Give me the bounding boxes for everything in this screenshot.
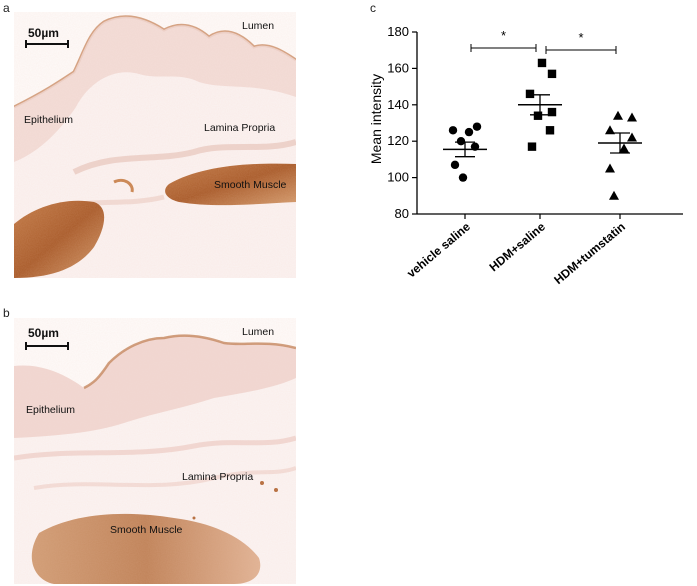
scalebar-a-cap-left [25,40,27,48]
x-tick-label-0: vehicle saline [404,219,473,280]
x-tick-label-1: HDM+saline [487,219,549,274]
y-tick-label-140: 140 [387,97,409,112]
chart-axes: 80 100 120 140 160 180 vehicle saline HDM+salin… [387,24,683,287]
scalebar-b-label: 50µm [28,326,59,340]
point-2-4 [619,143,629,153]
label-b-lamina-propria: Lamina Propria [182,471,254,483]
point-2-3 [627,132,637,142]
point-2-2 [605,125,615,135]
point-2-6 [609,190,619,200]
point-1-4 [533,111,543,120]
label-a-epithelium: Epithelium [24,114,74,126]
micrograph-a-image [14,12,296,278]
scalebar-b-cap-right [67,342,69,350]
point-1-0 [537,58,547,68]
panel-letter-b: b [3,306,10,320]
mean-intensity-chart: 80 100 120 140 160 180 vehicle saline HDM+salin… [368,24,683,287]
x-tick-label-2: HDM+tumstatin [551,220,628,288]
sig-star-1: * [578,30,583,45]
point-1-1 [547,69,557,79]
point-2-5 [605,163,615,173]
y-tick-label-180: 180 [387,24,409,39]
label-a-lamina-propria: Lamina Propria [204,122,276,134]
label-b-lumen: Lumen [242,326,275,338]
y-tick-label-80: 80 [395,206,409,221]
point-0-6 [458,173,468,182]
point-0-3 [456,137,466,146]
point-0-2 [464,127,474,137]
point-1-5 [545,126,555,135]
micrograph-a: 50µm Lumen Epithelium Lamina Propria Smo… [14,12,296,278]
y-tick-label-160: 160 [387,60,409,75]
point-0-1 [448,126,458,135]
label-b-smooth-muscle: Smooth Muscle [110,524,183,536]
scalebar-a-line [26,43,68,45]
point-2-0 [613,110,623,120]
point-1-3 [547,107,557,117]
label-b-epithelium: Epithelium [26,404,76,416]
panel-letter-c: c [370,1,376,15]
chart-marks: * * [443,28,642,200]
label-a-lumen: Lumen [242,20,275,32]
point-2-1 [627,112,637,122]
panel-letter-a: a [3,1,10,15]
micrograph-b-image [14,318,296,584]
y-tick-label-100: 100 [387,170,409,185]
sig-star-0: * [501,28,506,43]
scalebar-a-cap-right [67,40,69,48]
point-1-6 [527,142,537,151]
scalebar-a-label: 50µm [28,26,59,40]
micrograph-b: 50µm Lumen Epithelium Lamina Propria Smo… [14,318,296,584]
label-a-smooth-muscle: Smooth Muscle [214,179,287,191]
y-axis-label: Mean intensity [368,74,384,164]
scalebar-b-line [26,345,68,347]
y-tick-label-120: 120 [387,133,409,148]
point-0-0 [472,122,482,131]
scalebar-b-cap-left [25,342,27,350]
point-1-2 [525,89,535,99]
point-0-5 [450,160,460,170]
